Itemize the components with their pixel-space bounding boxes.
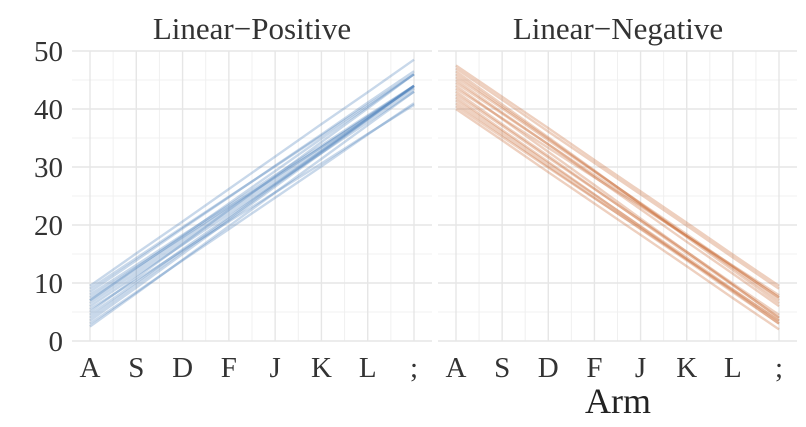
series-line-13 [89,102,415,325]
series-line-4 [89,73,415,313]
series-line-3 [89,84,415,316]
series-line-11 [89,73,415,290]
x-tick-label-f: F [221,352,237,384]
series-line-9 [89,84,415,296]
series-line-1 [89,90,415,328]
series-line-10 [455,87,780,297]
series-line-14 [89,84,415,319]
series-line-12 [89,58,415,287]
grid-panel-negative [438,50,797,342]
series-line-8 [455,67,780,290]
x-tick-label-d: D [172,352,193,384]
x-tick-label-k: K [676,352,697,384]
x-tick-label-s: S [494,352,510,384]
x-tick-label-a: A [80,352,101,384]
x-tick-label-f: F [586,352,602,384]
series-line-11 [455,105,780,322]
series-line-6 [455,79,780,308]
y-tick-label-50: 50 [34,36,63,68]
panel-title-linear-positive: Linear−Positive [153,11,351,46]
series-line-2 [455,102,780,325]
panel-linear-negative: Linear−Negative A S D F J K L; [438,11,797,384]
series-lines-positive [89,58,415,328]
series-line-4 [455,90,780,319]
series-line-9 [455,64,780,287]
series-line-15 [89,103,415,311]
x-tick-label-l: L [724,352,742,384]
series-line-15 [455,76,780,299]
x-tick-label-j: J [269,352,280,384]
x-tick-label-k: K [311,352,332,384]
y-tick-label-30: 30 [34,152,63,184]
x-tick-label-semicolon: ; [410,352,418,384]
series-line-7 [89,73,415,302]
x-tick-label-s: S [128,352,144,384]
x-axis-title: Arm [585,381,651,421]
series-line-13 [455,93,780,316]
x-tick-label-d: D [538,352,559,384]
x-tick-labels-positive: A S D F J K L; [80,352,419,384]
x-tick-label-j: J [635,352,646,384]
y-tick-label-0: 0 [49,326,64,358]
series-line-16 [455,99,780,322]
series-line-7 [455,73,780,302]
x-tick-label-semicolon: ; [775,352,783,384]
series-line-6 [89,87,415,305]
y-tick-label-10: 10 [34,268,63,300]
x-tick-labels-negative: A S D F J K L; [446,352,784,384]
panel-linear-positive: Linear−Positive A S D F J K L; [72,11,432,384]
series-line-12 [455,70,780,305]
series-line-10 [89,70,415,293]
series-line-5 [455,84,780,319]
series-line-1 [455,108,780,331]
y-tick-labels: 0 10 20 30 40 50 [34,36,63,358]
y-tick-label-40: 40 [34,94,63,126]
series-line-3 [455,96,780,325]
x-tick-label-l: L [359,352,377,384]
series-line-16 [89,84,415,302]
grid-panel-positive [72,50,432,342]
series-line-14 [455,81,780,299]
series-line-5 [89,90,415,308]
series-lines-negative [455,64,780,331]
panel-title-linear-negative: Linear−Negative [513,11,723,46]
y-tick-label-20: 20 [34,210,63,242]
series-line-2 [89,84,415,322]
series-line-8 [89,85,415,299]
x-tick-label-a: A [446,352,467,384]
